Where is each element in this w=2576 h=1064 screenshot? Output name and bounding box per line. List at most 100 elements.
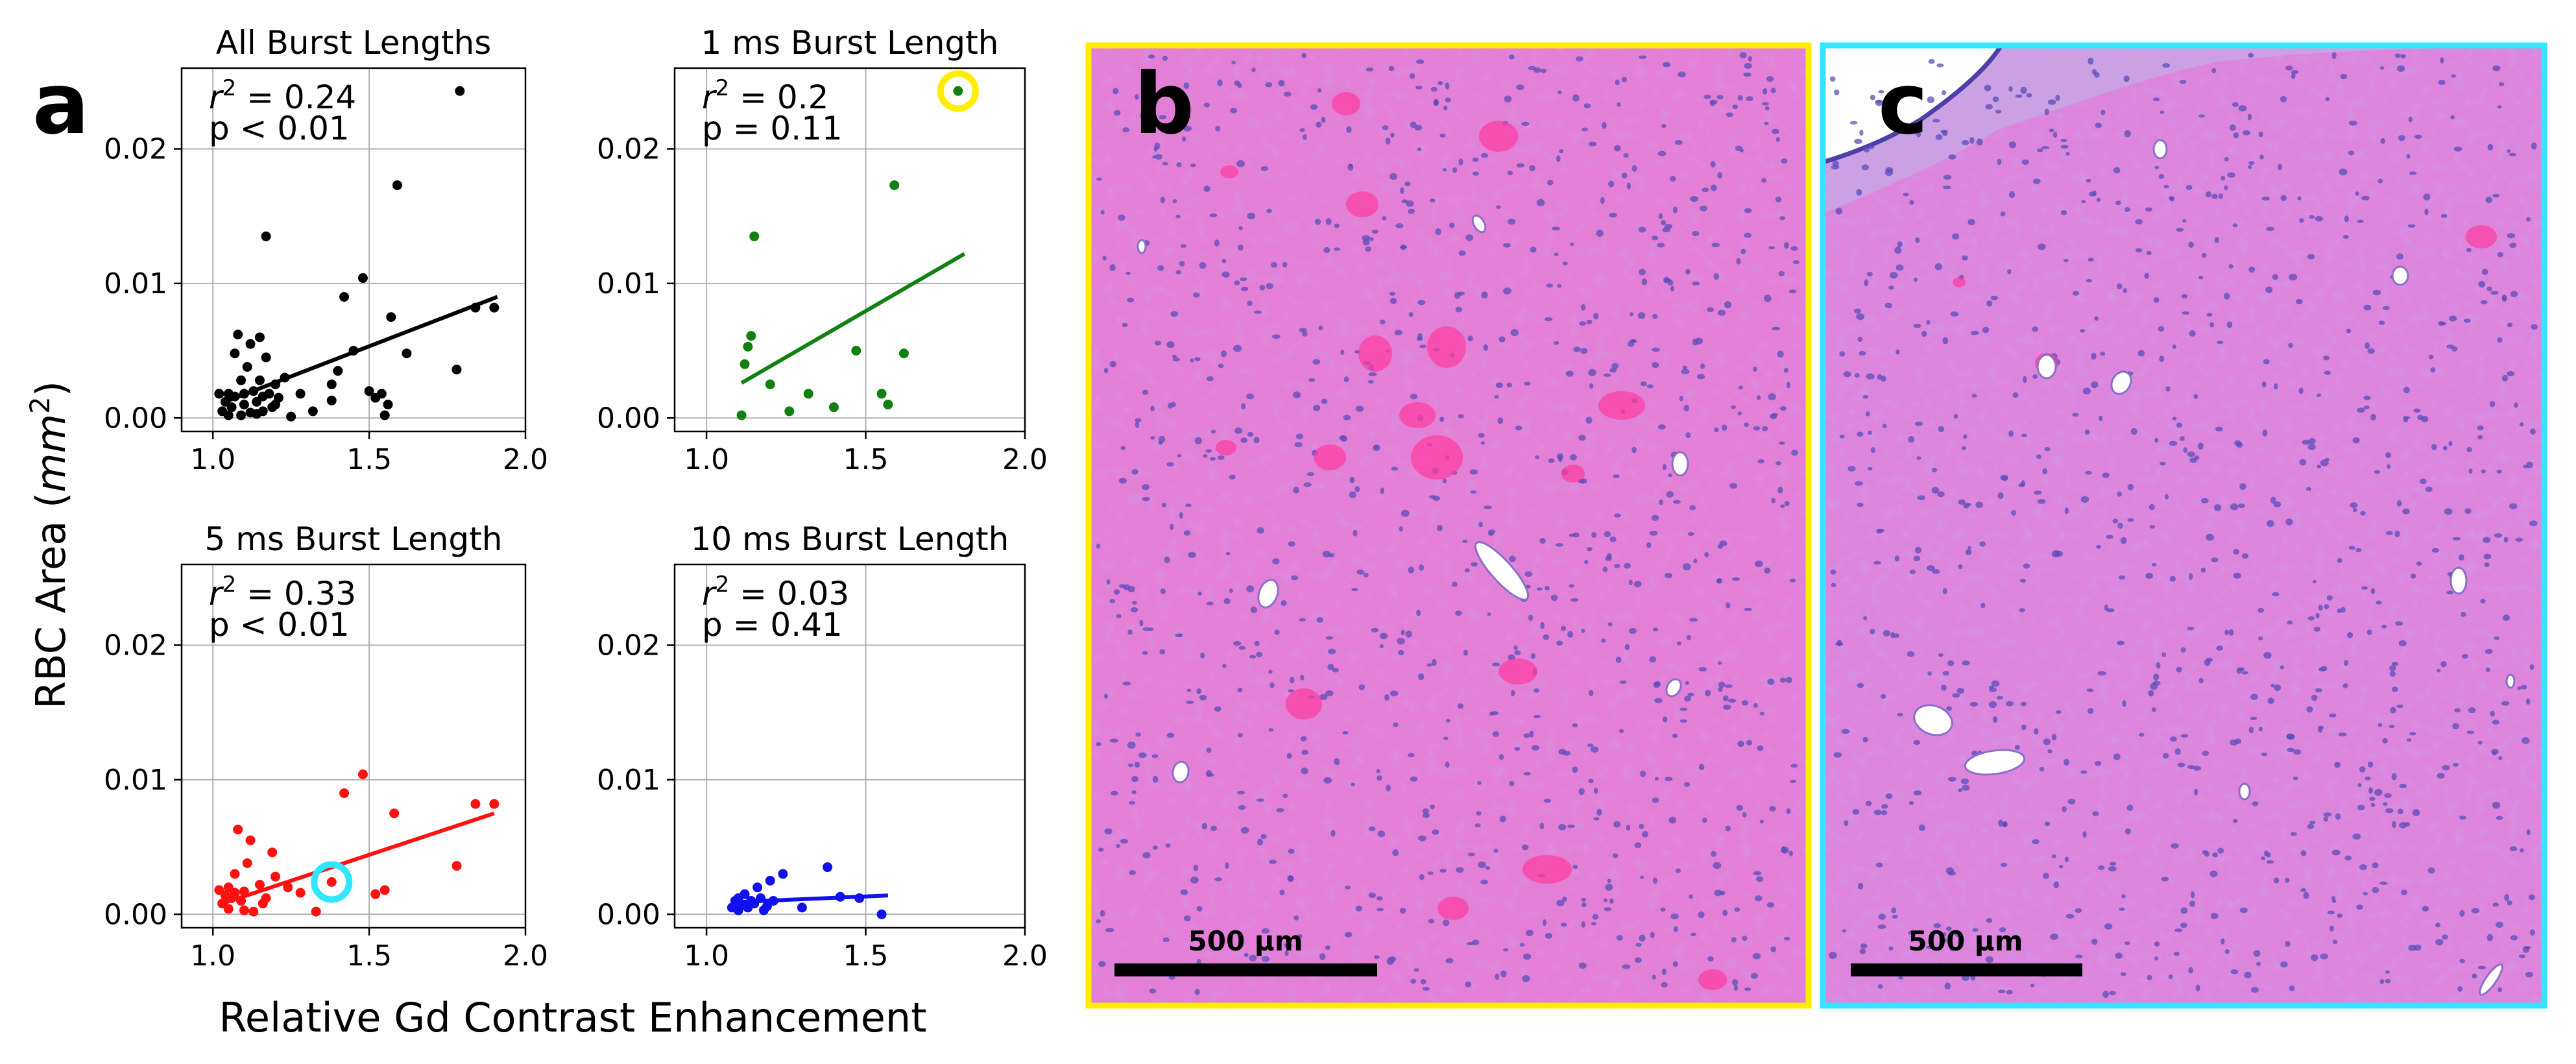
micrograph-b-nucleus-76 xyxy=(1371,229,1378,234)
micrograph-b-nucleus-703 xyxy=(1194,989,1200,995)
micrograph-b-nucleus-841 xyxy=(1103,367,1109,374)
micrograph-b-nucleus-151 xyxy=(1397,649,1404,656)
micrograph-c-nucleus-222 xyxy=(2204,851,2210,857)
micrograph-b-nucleus-871 xyxy=(1141,484,1150,490)
micrograph-b-nucleus-175 xyxy=(1288,689,1294,693)
micrograph-b-nucleus-253 xyxy=(1613,145,1621,152)
micrograph-b-nucleus-447 xyxy=(1670,285,1674,292)
micrograph-c-nucleus-260 xyxy=(2251,987,2259,993)
micrograph-c-nucleus-415 xyxy=(2223,293,2230,300)
micrograph-b-nucleus-75 xyxy=(1707,307,1714,313)
micrograph-b-rbc-5 xyxy=(1427,326,1466,368)
micrograph-b-nucleus-701 xyxy=(1170,311,1179,317)
micrograph-b-nucleus-168 xyxy=(1559,149,1564,154)
micrograph-b-nucleus-271 xyxy=(1415,86,1423,90)
micrograph-b-nucleus-32 xyxy=(1282,261,1288,268)
micrograph-c-nucleus-355 xyxy=(1868,144,1875,149)
micrograph-b-nucleus-24 xyxy=(1714,889,1722,897)
micrograph-c-nucleus-818 xyxy=(2477,740,2483,745)
micrograph-b-nucleus-496 xyxy=(1203,185,1210,192)
micrograph-b-nucleus-287 xyxy=(1445,761,1450,768)
micrograph-b-nucleus-531 xyxy=(1659,499,1663,505)
micrograph-c-nucleus-155 xyxy=(2396,500,2402,507)
micrograph-c-nucleus-196 xyxy=(2368,761,2374,768)
micrograph-c-nucleus-124 xyxy=(2041,146,2050,150)
micrograph-c-nucleus-443 xyxy=(2085,470,2093,475)
chart-2-point-23 xyxy=(326,877,337,887)
micrograph-b-nucleus-335 xyxy=(1539,823,1545,830)
micrograph-c-nucleus-478 xyxy=(2173,951,2180,956)
micrograph-b-nucleus-598 xyxy=(1292,391,1301,398)
micrograph-b-nucleus-77 xyxy=(1725,825,1731,832)
micrograph-c-nucleus-582 xyxy=(2011,510,2016,516)
micrograph-c-nucleus-274 xyxy=(2058,864,2064,869)
chart-2-point-29 xyxy=(451,861,462,871)
micrograph-b-nucleus-274 xyxy=(1135,421,1140,428)
micrograph-c-nucleus-266 xyxy=(1890,632,1895,638)
chart-3-xtick-label-2: 2.0 xyxy=(1002,939,1048,973)
micrograph-c-nucleus-849 xyxy=(2188,967,2194,974)
micrograph-b-nucleus-615 xyxy=(1457,291,1465,296)
micrograph-b-nucleus-403 xyxy=(1524,381,1531,386)
micrograph-b-nucleus-81 xyxy=(1759,711,1764,716)
micrograph-c-nucleus-12 xyxy=(2020,86,2027,94)
micrograph-c-nucleus-645 xyxy=(2172,344,2177,349)
micrograph-c-nucleus-369 xyxy=(2065,152,2070,156)
micrograph-b-nucleus-576 xyxy=(1558,749,1566,755)
micrograph-c-nucleus-376 xyxy=(2352,437,2360,444)
micrograph-b-nucleus-545 xyxy=(1736,258,1741,265)
micrograph-b-nucleus-208 xyxy=(1408,312,1414,317)
micrograph-b-nucleus-556 xyxy=(1499,336,1506,343)
micrograph-c-nucleus-79 xyxy=(2034,728,2039,735)
micrograph-c-nucleus-786 xyxy=(2147,974,2152,980)
micrograph-b-nucleus-336 xyxy=(1416,336,1423,341)
micrograph-c-nucleus-810 xyxy=(2218,193,2223,199)
micrograph-c-nucleus-504 xyxy=(2233,572,2241,579)
micrograph-b-nucleus-875 xyxy=(1499,754,1504,760)
micrograph-b-nucleus-198 xyxy=(1586,319,1593,324)
chart-2-r2-value: = 0.33 xyxy=(236,575,356,612)
micrograph-b-nucleus-269 xyxy=(1164,556,1170,564)
micrograph-c-nucleus-681 xyxy=(2378,320,2385,325)
micrograph-c-nucleus-693 xyxy=(2448,441,2453,446)
micrograph-c-nucleus-624 xyxy=(2250,716,2257,721)
chart-0-fit-line xyxy=(228,295,498,403)
micrograph-b-nucleus-268 xyxy=(1613,821,1621,828)
micrograph-b-nucleus-804 xyxy=(1231,60,1236,65)
micrograph-b-nucleus-331 xyxy=(1744,607,1752,611)
micrograph-b-nucleus-363 xyxy=(1240,437,1248,443)
micrograph-c-nucleus-590 xyxy=(2174,928,2183,932)
micrograph-c-nucleus-311 xyxy=(2060,210,2067,215)
micrograph-b-nucleus-375 xyxy=(1783,367,1788,373)
micrograph-c-nucleus-713 xyxy=(2037,148,2043,152)
micrograph-c-nucleus-20 xyxy=(1857,882,1864,889)
micrograph-b-nucleus-575 xyxy=(1657,243,1665,248)
micrograph-c-nucleus-275 xyxy=(1962,255,1968,261)
chart-0-point-47 xyxy=(402,348,412,359)
micrograph-c-nucleus-603 xyxy=(2525,698,2531,705)
micrograph-b-nucleus-410 xyxy=(1201,823,1208,830)
micrograph-b-rbc-11 xyxy=(1499,659,1537,684)
micrograph-b-nucleus-0 xyxy=(1096,919,1101,924)
micrograph-b-nucleus-339 xyxy=(1781,158,1788,164)
micrograph-b-nucleus-813 xyxy=(1724,684,1733,688)
micrograph-b-nucleus-383 xyxy=(1593,788,1598,794)
micrograph-b-nucleus-460 xyxy=(1417,300,1426,306)
micrograph-b-nucleus-190 xyxy=(1134,761,1140,768)
micrograph-b-nucleus-661 xyxy=(1718,686,1723,692)
micrograph-b-nucleus-276 xyxy=(1692,231,1700,237)
micrograph-b-nucleus-442 xyxy=(1572,766,1578,773)
micrograph-b-nucleus-675 xyxy=(1480,152,1489,158)
micrograph-b-nucleus-707 xyxy=(1238,646,1246,650)
micrograph-b-nucleus-619 xyxy=(1428,919,1434,924)
micrograph-c-nucleus-843 xyxy=(2091,938,2098,945)
micrograph-b-nucleus-278 xyxy=(1779,441,1785,445)
micrograph-c-nucleus-278 xyxy=(2374,788,2383,796)
micrograph-b-nucleus-299 xyxy=(1560,625,1567,631)
micrograph-b-nucleus-251 xyxy=(1241,403,1246,410)
micrograph-b-nucleus-578 xyxy=(1418,673,1425,681)
micrograph-b-nucleus-226 xyxy=(1122,681,1131,686)
micrograph-c-nucleus-356 xyxy=(2189,901,2195,907)
micrograph-c-nucleus-665 xyxy=(1955,931,1961,937)
micrograph-c-nucleus-227 xyxy=(2051,854,2056,859)
